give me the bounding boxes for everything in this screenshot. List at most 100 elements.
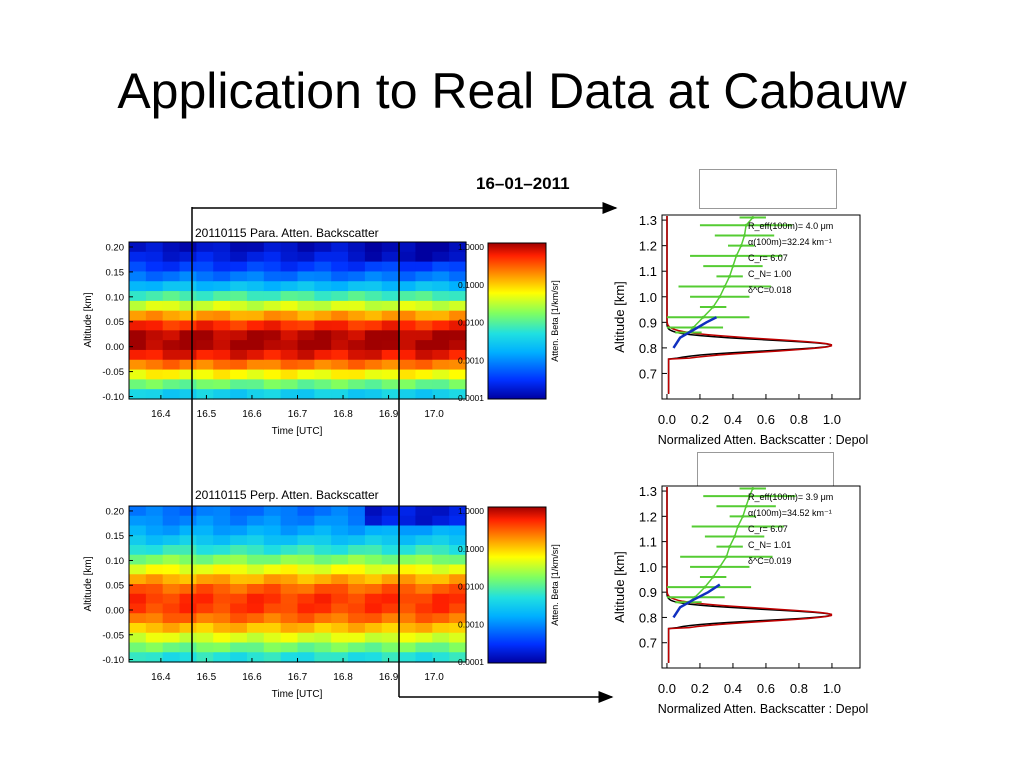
heatmap-cell [179,389,197,400]
heatmap-cell [348,359,366,371]
heatmap-cell [145,281,164,292]
heatmap-cell [280,389,299,400]
heatmap-cell [230,251,248,263]
heatmap-cell [280,261,299,273]
heatmap-cell [314,584,332,595]
heatmap-cell [348,369,366,380]
heatmap-cell [432,554,450,566]
heatmap-cell [246,389,265,400]
heatmap-cell [263,251,282,263]
x-tick-label: 0.4 [724,681,742,696]
heatmap-cell [381,359,400,371]
heatmap-cell [415,310,433,322]
y-tick-label: 1.2 [639,509,657,524]
heatmap-cell [415,349,433,361]
heatmap-cell [297,603,315,614]
heatmap-cell [162,369,181,380]
heatmap-cell [213,613,231,624]
heatmap-cell [246,584,265,595]
heatmap-cell [348,535,366,546]
heatmap-cell [297,506,315,517]
heatmap-cell [145,310,164,322]
heatmap-cell [314,574,332,585]
heatmap-cell [398,613,417,624]
heatmap-cell [381,242,400,253]
heatmap-cell [348,281,366,292]
heatmap-cell [398,593,417,605]
fit-line [666,216,833,394]
heatmap-cell [230,554,248,566]
heatmap-cell [415,379,433,390]
heatmap-cell [415,652,433,663]
heatmap-cell [331,251,349,263]
heatmap-cell [213,310,231,322]
heatmap-cell [364,603,383,614]
heatmap-cell [145,359,164,371]
heatmap-cell [364,291,383,302]
heatmap-cell [297,340,315,351]
y-tick-label: 0.7 [639,636,657,651]
heatmap-cell [331,545,349,556]
heatmap-cell [162,242,181,253]
heatmap-cell [213,545,231,556]
x-tick-label: 17.0 [424,409,444,420]
heatmap-cell [179,652,197,663]
heatmap-cell [449,281,467,292]
heatmap-cell [432,584,450,595]
heatmap-cell [263,623,282,634]
heatmap-cell [213,554,231,566]
heatmap-cell [280,603,299,614]
heatmap-cell [314,271,332,282]
heatmap-cell [246,369,265,380]
heatmap-cell [129,320,147,331]
heatmap-cell [432,623,450,634]
heatmap-cell [331,242,349,253]
heatmap-cell [449,525,467,536]
y-tick-label: 1.3 [639,484,657,499]
heatmap-cell [280,554,299,566]
heatmap-cell [331,535,349,546]
heatmap-cell [432,652,450,663]
heatmap-cell [314,603,332,614]
heatmap-cell [314,251,332,263]
heatmap-cell [364,340,383,351]
heatmap-cell [246,506,265,517]
heatmap-cell [449,310,467,322]
heatmap-cell [280,584,299,595]
x-tick-label: 0.0 [658,681,676,696]
heatmap-cell [145,506,164,517]
profile-annotation: δ^C=0.018 [748,285,792,295]
y-tick-label: 1.1 [639,535,657,550]
heatmap-cell [331,369,349,380]
heatmap-cell [179,613,197,624]
heatmap-cell [162,506,181,517]
heatmap-cell [280,564,299,575]
heatmap-cell [415,593,433,605]
heatmap-cell [196,310,214,322]
heatmap-cell [129,623,147,634]
heatmap-cell [398,330,417,341]
profile-annotation: C_r= 6.07 [748,524,788,534]
heatmap-cell [314,623,332,634]
heatmap-cell [297,320,315,331]
heatmap-cell [381,554,400,566]
heatmap-cell [145,389,164,400]
y-tick-label: 0.9 [639,315,657,330]
heatmap-cell [314,545,332,556]
heatmap-cell [162,593,181,605]
heatmap-cell [213,359,231,371]
heatmap-cell [162,535,181,546]
heatmap-cell [246,379,265,390]
heatmap-perp-colorbar [487,506,547,664]
heatmap-cell [415,271,433,282]
heatmap-cell [449,584,467,595]
x-tick-label: 0.4 [724,412,742,427]
heatmap-cell [196,632,214,644]
model-line [672,583,721,619]
heatmap-cell [280,525,299,536]
heatmap-cell [331,584,349,595]
heatmap-cell [364,310,383,322]
heatmap-cell [196,506,214,517]
heatmap-cell [297,242,315,253]
heatmap-cell [314,389,332,400]
